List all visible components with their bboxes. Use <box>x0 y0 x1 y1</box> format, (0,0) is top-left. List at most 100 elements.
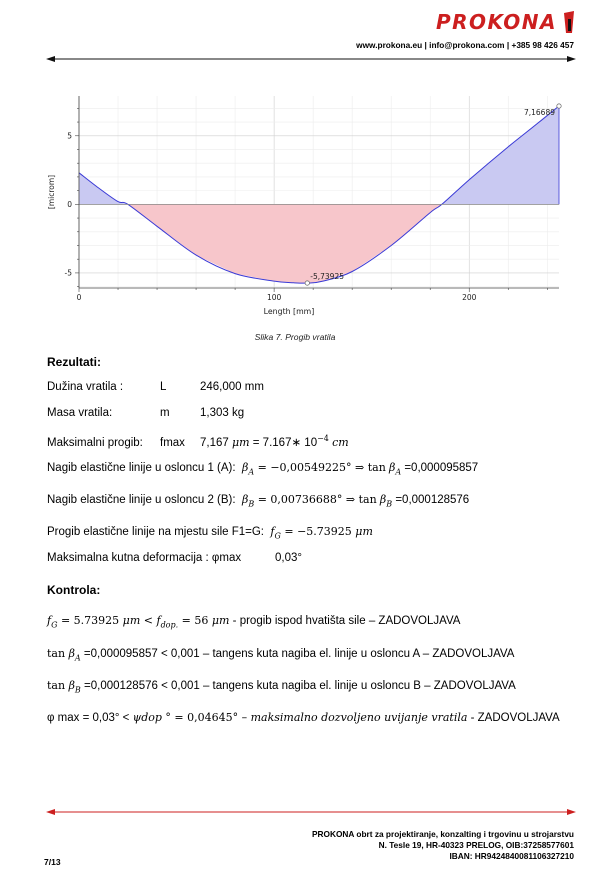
slope-a-value: =0,000095857 <box>401 462 479 474</box>
ctrl2-tan: tan <box>47 647 69 660</box>
max-deflection-unit: μm <box>231 435 250 449</box>
ctrl1-sub2: dop. <box>160 620 179 630</box>
ctrl3-sub: B <box>74 685 81 695</box>
y-axis-label: [microm] <box>47 175 56 209</box>
control-row-deflection: fG = 5.73925 μm < fdop. = 56 μm - progib… <box>47 614 460 629</box>
result-length: Dužina vratila : L 246,000 mm <box>47 381 264 393</box>
company-logo: PROKONA <box>436 9 576 34</box>
ctrl4-a: φ max = 0,03° < <box>47 712 133 724</box>
positive-area <box>441 106 559 205</box>
results-heading: Rezultati: <box>47 355 101 369</box>
ctrl4-psi: ψdop <box>132 711 162 724</box>
ctrl3-value: =0,000128576 < 0,001 <box>80 680 200 692</box>
x-tick-label: 100 <box>267 293 282 302</box>
control-row-slope-b: tan βB =0,000128576 < 0,001 – tangens ku… <box>47 679 516 694</box>
deflection-chart: 0 100 200 5 0 -5 Length [mm] [microm] -5,73925 7,… <box>47 96 562 316</box>
ctrl2-text: – tangens kuta nagiba el. linije u oslon… <box>199 648 515 660</box>
slope-a-sub: A <box>248 467 255 477</box>
ctrl1-text: - progib ispod hvatišta sile – ZADOVOLJA… <box>229 615 461 627</box>
chart-axes <box>75 96 559 292</box>
logo-bar-icon <box>568 19 571 31</box>
length-symbol: L <box>160 381 167 393</box>
x-axis-label: Length [mm] <box>264 307 315 316</box>
mass-value: 1,303 kg <box>200 407 245 419</box>
ctrl1-unit: μm <box>122 614 141 627</box>
slope-b-label: Nagib elastične linije u osloncu 2 (B): <box>47 494 236 506</box>
deflection-f-value: = −5.73925 <box>280 525 356 538</box>
footer-rule <box>46 809 576 815</box>
length-value: 246,000 mm <box>200 381 264 393</box>
slope-a-eq: = −0,00549225° ⇒ tan <box>254 461 386 474</box>
y-tick-label: -5 <box>65 268 73 277</box>
control-row-slope-a: tan βA =0,000095857 < 0,001 – tangens ku… <box>47 647 514 662</box>
ctrl1-unit2: μm <box>211 614 230 627</box>
x-tick-label: 200 <box>462 293 477 302</box>
ctrl3-tan: tan <box>47 679 69 692</box>
torsion-label: Maksimalna kutna deformacija : φmax <box>47 552 242 564</box>
ctrl3-text: – tangens kuta nagiba el. linije u oslon… <box>199 680 516 692</box>
slope-b-eq: = 0,00736688° ⇒ tan <box>254 493 377 506</box>
deflection-f-sub: G <box>274 531 281 541</box>
result-slope-b: Nagib elastične linije u osloncu 2 (B): … <box>47 493 469 508</box>
ctrl1-c: = 56 <box>178 614 212 627</box>
result-torsion: Maksimalna kutna deformacija : φmax 0,03° <box>47 552 302 564</box>
annotation-label: -5,73925 <box>310 272 344 281</box>
max-deflection-value: 7,167 <box>200 436 229 449</box>
max-deflection-eq: = 7.167∗ 10 <box>249 436 318 449</box>
ctrl2-beta: β <box>68 647 75 660</box>
control-row-torsion: φ max = 0,03° < ψdop ° = 0,04645° – maks… <box>47 711 560 724</box>
ctrl2-value: =0,000095857 < 0,001 <box>80 648 200 660</box>
logo-text: PROKONA <box>436 10 557 34</box>
ctrl4-b: ° = 0,04645° – <box>161 711 251 724</box>
chart-labels: 0 100 200 5 0 -5 Length [mm] [microm] -5,73925 7,… <box>47 103 562 316</box>
slope-b-sub2: B <box>386 499 393 509</box>
slope-b-sub: B <box>248 499 255 509</box>
figure-caption: Slika 7. Progib vratila <box>254 332 336 342</box>
slope-a-sub2: A <box>395 467 402 477</box>
positive-area <box>79 172 128 205</box>
deflection-f-symbol: f <box>270 525 275 538</box>
footer-company: PROKONA obrt za projektiranje, konzaltin… <box>312 829 574 839</box>
ctrl3-beta: β <box>68 679 75 692</box>
y-tick-label: 5 <box>67 131 72 140</box>
header-contact: www.prokona.eu | info@prokona.com | +385… <box>356 40 574 50</box>
ctrl4-italic: maksimalno dozvoljeno uvijanje vratila <box>250 711 468 724</box>
deflection-f-label: Progib elastične linije na mjestu sile F… <box>47 526 265 538</box>
length-label: Dužina vratila : <box>47 381 124 393</box>
ctrl1-sub: G <box>51 620 58 630</box>
result-slope-a: Nagib elastične linije u osloncu 1 (A): … <box>47 461 478 476</box>
mass-symbol: m <box>160 407 170 419</box>
x-tick-label: 0 <box>77 293 82 302</box>
max-deflection-symbol: fmax <box>160 436 185 449</box>
annotation-marker <box>556 103 562 109</box>
mass-label: Masa vratila: <box>47 407 113 419</box>
slope-b-beta2: β <box>379 493 387 506</box>
header-rule <box>46 56 576 62</box>
ctrl1-f: f <box>47 614 52 627</box>
annotation-label: 7,16689 <box>524 108 555 117</box>
ctrl2-sub: A <box>74 653 81 663</box>
torsion-value: 0,03° <box>275 552 302 564</box>
footer-address: N. Tesle 19, HR-40323 PRELOG, OIB:372585… <box>378 840 574 850</box>
result-max-deflection: Maksimalni progib: fmax 7,167 μm = 7.167∗ … <box>47 434 349 449</box>
slope-a-label: Nagib elastične linije u osloncu 1 (A): <box>47 462 236 474</box>
footer-iban: IBAN: HR9424840081106327210 <box>449 851 574 861</box>
page-number: 7/13 <box>44 857 61 867</box>
result-deflection-f: Progib elastične linije na mjestu sile F… <box>47 525 373 540</box>
max-deflection-unit2: cm <box>332 435 349 449</box>
chart-areas <box>78 105 560 284</box>
slope-a-beta2: β <box>389 461 396 474</box>
max-deflection-label: Maksimalni progib: <box>47 436 143 449</box>
slope-a-beta: β <box>241 461 249 474</box>
slope-b-beta: β <box>241 493 249 506</box>
control-heading: Kontrola: <box>47 583 101 597</box>
ctrl4-text: - ZADOVOLJAVA <box>467 712 560 724</box>
ctrl1-f2: f <box>156 614 161 627</box>
ctrl1-a: = 5.73925 <box>57 614 123 627</box>
result-mass: Masa vratila: m 1,303 kg <box>47 407 244 419</box>
ctrl1-b: < <box>140 614 157 627</box>
deflection-f-unit: μm <box>355 525 373 538</box>
annotation-marker <box>304 280 310 286</box>
max-deflection-exp: −4 <box>317 434 329 443</box>
slope-b-value: =0,000128576 <box>392 494 470 506</box>
